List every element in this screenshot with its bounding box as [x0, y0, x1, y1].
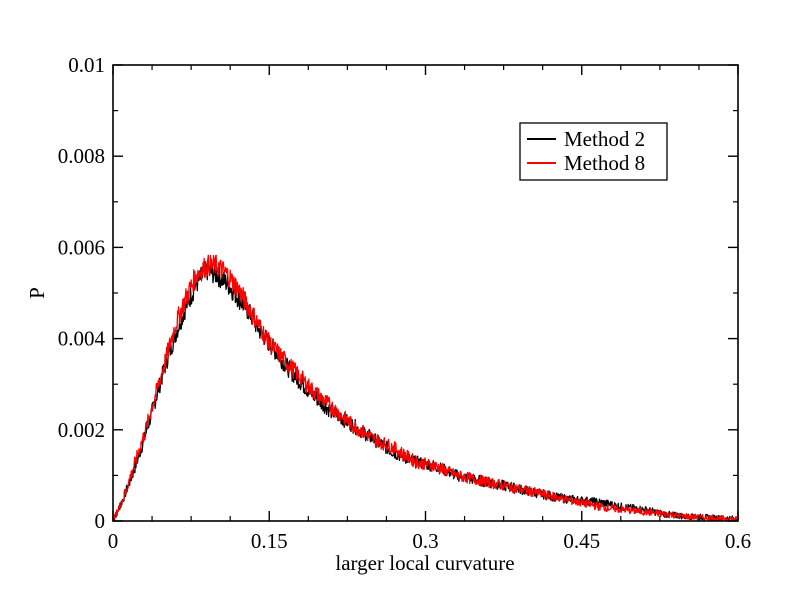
y-tick-label: 0: [95, 509, 106, 533]
y-tick-label: 0.002: [58, 418, 105, 442]
y-tick-label: 0.006: [58, 235, 105, 259]
x-tick-label: 0.6: [725, 529, 751, 553]
tick-layer: 0 0.15 0.3 0.45 0.6 0 0.002 0.004 0.006 0.008 0.01: [58, 53, 751, 553]
x-tick-label: 0.3: [412, 529, 438, 553]
y-tick-label: 0.01: [68, 53, 105, 77]
series-line-method-2: [112, 259, 739, 522]
legend-label-method-8: Method 8: [564, 151, 645, 175]
x-tick-label: 0.15: [251, 529, 288, 553]
series-line-method-8: [112, 254, 739, 522]
series-layer: [112, 254, 739, 522]
legend-label-method-2: Method 2: [564, 127, 645, 151]
y-tick-label: 0.008: [58, 144, 105, 168]
legend: Method 2 Method 8: [519, 122, 668, 181]
y-tick-label: 0.004: [58, 327, 106, 351]
y-axis-title: P: [25, 287, 49, 299]
x-tick-label: 0: [108, 529, 119, 553]
x-axis-title: larger local curvature: [335, 551, 514, 575]
x-tick-label: 0.45: [563, 529, 600, 553]
legend-box: [519, 122, 668, 181]
